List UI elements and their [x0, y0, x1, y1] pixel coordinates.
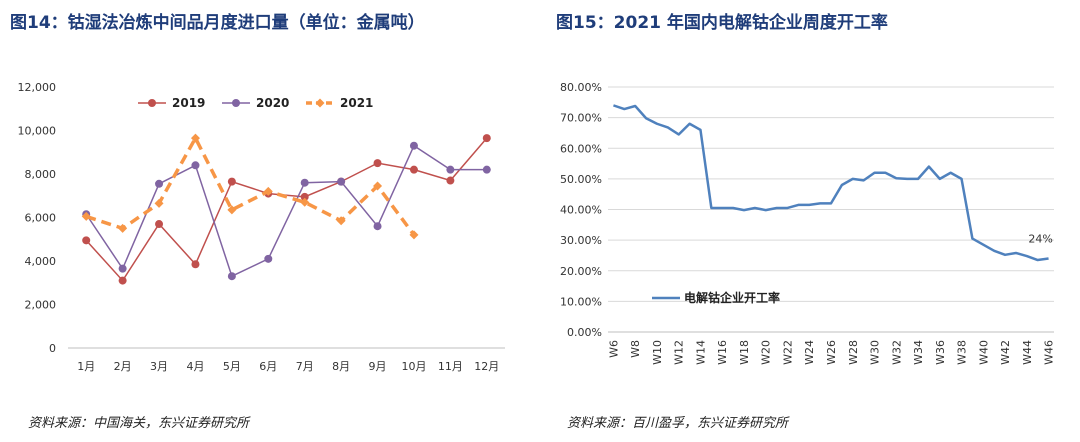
cobalt-import-chart: 0 2,000 4,000 6,000 8,000 10,000 12,000 1月 2月 3月 4…: [18, 81, 505, 373]
x-tick-label: W18: [738, 340, 751, 365]
data-point-2021: [81, 211, 91, 221]
cobalt-operating-rate-chart: 0.00% 10.00% 20.00% 30.00% 40.00% 50.00% 60.00…: [560, 81, 1056, 365]
y-tick-label: 10.00%: [560, 295, 602, 308]
legend-marker-2019: [148, 99, 156, 107]
data-point-2019: [373, 159, 382, 168]
y-tick-label: 4,000: [25, 255, 57, 268]
x-tick-label: W16: [716, 340, 729, 365]
data-point-2019: [482, 134, 491, 143]
y-tick-label: 40.00%: [560, 204, 602, 217]
data-point-2020: [155, 179, 164, 188]
x-tick-label: W44: [1021, 340, 1034, 365]
legend-label-operating-rate: 电解钴企业开工率: [684, 290, 780, 305]
data-point-2019: [82, 236, 91, 245]
figure-14-source: 资料来源：中国海关，东兴证券研究所: [28, 416, 250, 431]
data-point-2020: [118, 264, 127, 273]
data-point-2020: [227, 272, 236, 281]
data-point-2020: [337, 177, 346, 186]
x-tick-label: W30: [869, 340, 882, 365]
y-tick-label: 60.00%: [560, 142, 602, 155]
data-point-2021: [190, 133, 200, 143]
data-point-2020: [191, 161, 200, 170]
data-point-2020: [446, 165, 455, 174]
x-tick-label: W10: [651, 340, 664, 365]
x-tick-label: W32: [890, 340, 903, 365]
data-point-2021: [154, 198, 164, 208]
x-tick-label: W22: [781, 340, 794, 365]
legend-label-2021: 2021: [340, 96, 373, 110]
x-tick-label: W40: [977, 340, 990, 365]
data-point-2021: [336, 216, 346, 226]
data-point-2020: [373, 222, 382, 231]
y-tick-label: 0.00%: [567, 326, 602, 339]
series-line-2019: [85, 137, 488, 282]
data-point-2020: [482, 165, 491, 174]
x-tick-label: 12月: [474, 360, 499, 373]
x-tick-label: 9月: [369, 360, 387, 373]
x-tick-label: W36: [934, 340, 947, 365]
data-point-2019: [227, 177, 236, 186]
y-tick-label: 70.00%: [560, 112, 602, 125]
x-tick-label: 6月: [259, 360, 277, 373]
data-point-2021: [227, 205, 237, 215]
x-tick-label: W34: [912, 340, 925, 365]
x-tick-label: W20: [760, 340, 773, 365]
x-tick-label: 3月: [150, 360, 168, 373]
data-point-2021: [300, 197, 310, 207]
x-tick-label: W38: [956, 340, 969, 365]
x-tick-label: W8: [629, 340, 642, 358]
data-point-2019: [191, 260, 200, 269]
y-tick-label: 2,000: [25, 299, 57, 312]
figure-15-source: 资料来源：百川盈孚，东兴证券研究所: [567, 416, 789, 431]
x-tick-label: W42: [999, 340, 1012, 365]
data-point-2019: [155, 220, 164, 229]
legend-marker-2020: [232, 99, 240, 107]
series-line-2020: [85, 144, 487, 278]
data-point-2021: [263, 186, 273, 196]
x-tick-label: W26: [825, 340, 838, 365]
legend-label-2019: 2019: [172, 96, 205, 110]
data-point-2021: [118, 223, 128, 233]
x-tick-label: 5月: [223, 360, 241, 373]
data-point-2021: [373, 181, 383, 191]
data-point-2019: [118, 276, 127, 285]
x-tick-label: 8月: [332, 360, 350, 373]
y-tick-label: 20.00%: [560, 265, 602, 278]
y-tick-label: 80.00%: [560, 81, 602, 94]
x-tick-label: W28: [847, 340, 860, 365]
y-tick-label: 6,000: [25, 212, 57, 225]
data-point-2020: [264, 254, 273, 263]
y-tick-label: 8,000: [25, 168, 57, 181]
x-tick-label: W6: [607, 340, 620, 358]
x-tick-label: 4月: [186, 360, 204, 373]
series-line-2021: [85, 134, 416, 236]
legend-marker-2021: [315, 98, 325, 108]
x-tick-label: W24: [803, 340, 816, 365]
x-tick-label: 7月: [296, 360, 314, 373]
data-point-2019: [446, 176, 455, 185]
data-point-2020: [300, 178, 309, 187]
x-tick-label: W46: [1043, 340, 1056, 365]
figure-14-title: 图14：钴湿法冶炼中间品月度进口量（单位：金属吨）: [10, 13, 425, 33]
x-tick-label: 2月: [114, 360, 132, 373]
y-tick-label: 30.00%: [560, 234, 602, 247]
data-point-2021: [409, 230, 419, 240]
y-tick-label: 50.00%: [560, 173, 602, 186]
x-tick-label: 11月: [438, 360, 463, 373]
y-tick-label: 10,000: [18, 125, 57, 138]
x-tick-label: 10月: [401, 360, 426, 373]
y-tick-label: 12,000: [18, 81, 57, 94]
data-point-2019: [409, 165, 418, 174]
data-point-2020: [409, 141, 418, 150]
data-point-2019: [300, 192, 309, 201]
x-tick-label: W14: [694, 340, 707, 365]
legend-label-2020: 2020: [256, 96, 289, 110]
last-value-annotation: 24%: [1028, 233, 1052, 246]
figure-15-title: 图15：2021 年国内电解钴企业周度开工率: [556, 13, 888, 33]
y-tick-label: 0: [49, 342, 56, 355]
series-line-operating-rate: [613, 104, 1049, 262]
x-tick-label: 1月: [77, 360, 95, 373]
x-tick-label: W12: [673, 340, 686, 365]
